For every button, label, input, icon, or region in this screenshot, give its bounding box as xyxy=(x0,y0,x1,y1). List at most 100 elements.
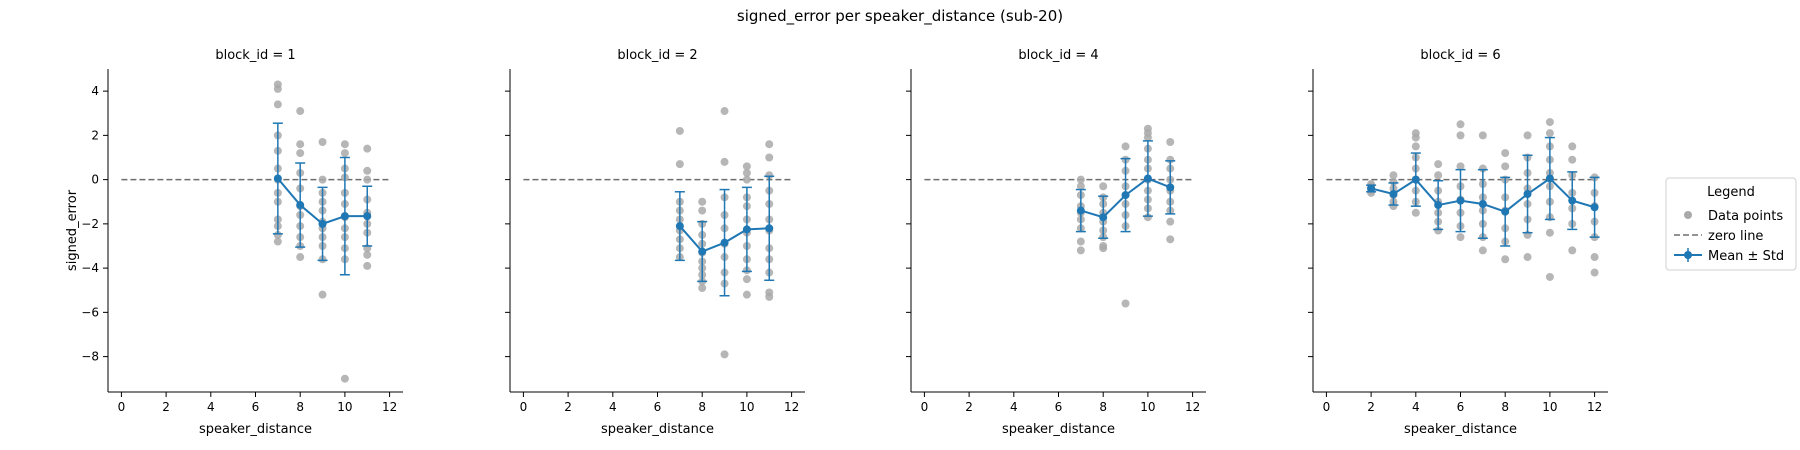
data-point xyxy=(698,284,707,293)
mean-marker xyxy=(318,219,327,228)
mean-marker xyxy=(1367,184,1376,193)
data-point xyxy=(720,157,729,166)
mean-marker xyxy=(1099,213,1108,222)
data-point xyxy=(1121,299,1130,308)
x-tick-label: 6 xyxy=(1457,400,1465,414)
y-tick-label: −2 xyxy=(81,217,99,231)
x-tick-label: 8 xyxy=(1099,400,1107,414)
data-point xyxy=(1434,226,1443,235)
x-axis-label: speaker_distance xyxy=(1404,422,1517,437)
mean-marker xyxy=(340,212,349,221)
y-tick-label: −6 xyxy=(81,305,99,319)
mean-marker xyxy=(1166,183,1175,192)
data-point xyxy=(1099,182,1108,191)
mean-marker xyxy=(1389,189,1398,198)
data-point xyxy=(1545,228,1554,237)
data-point xyxy=(296,107,305,116)
data-point xyxy=(1389,202,1398,211)
data-point xyxy=(1166,138,1175,147)
data-point xyxy=(273,237,282,246)
data-point xyxy=(1143,133,1152,142)
mean-marker xyxy=(742,225,751,234)
data-point xyxy=(1478,131,1487,140)
data-point xyxy=(765,140,774,149)
data-point xyxy=(340,149,349,158)
y-tick-label: −8 xyxy=(81,350,99,364)
panel-title: block_id = 1 xyxy=(215,48,295,63)
x-tick-label: 10 xyxy=(1542,400,1557,414)
x-tick-label: 6 xyxy=(1055,400,1063,414)
mean-marker xyxy=(675,222,684,231)
panel-1: block_id = 1 0 2 4 6 8 10 12 4 2 0 −2 −4 −6 −8 speaker_… xyxy=(65,48,403,437)
x-tick-label: 0 xyxy=(118,400,126,414)
data-point xyxy=(318,290,327,299)
x-tick-label: 4 xyxy=(609,400,617,414)
data-point xyxy=(1545,118,1554,127)
y-axis-label: signed_error xyxy=(65,189,80,271)
x-tick-label: 6 xyxy=(252,400,260,414)
data-point xyxy=(1411,142,1420,151)
data-point xyxy=(1143,213,1152,222)
data-point xyxy=(1478,246,1487,255)
mean-marker xyxy=(765,224,774,233)
data-point xyxy=(318,138,327,147)
data-point xyxy=(363,261,372,270)
data-point xyxy=(1166,217,1175,226)
data-point xyxy=(363,144,372,153)
x-tick-label: 8 xyxy=(296,400,304,414)
data-point xyxy=(1411,133,1420,142)
data-point xyxy=(1501,149,1510,158)
x-tick-label: 4 xyxy=(207,400,215,414)
mean-marker xyxy=(698,247,707,256)
figure-title: signed_error per speaker_distance (sub-2… xyxy=(737,7,1063,26)
data-point xyxy=(273,100,282,109)
panel-2: block_id = 2 0 2 4 6 8 10 12 speaker_distance xyxy=(505,48,805,437)
x-tick-label: 4 xyxy=(1010,400,1018,414)
mean-marker xyxy=(1568,196,1577,205)
data-point xyxy=(1568,246,1577,255)
data-point xyxy=(1568,142,1577,151)
data-point xyxy=(765,171,774,180)
panel-title: block_id = 2 xyxy=(617,48,697,63)
x-tick-label: 10 xyxy=(739,400,754,414)
x-tick-label: 2 xyxy=(162,400,170,414)
data-point xyxy=(675,126,684,135)
data-point xyxy=(273,230,282,239)
x-tick-label: 12 xyxy=(1185,400,1200,414)
x-tick-label: 2 xyxy=(965,400,973,414)
data-point xyxy=(675,160,684,169)
data-point xyxy=(1501,162,1510,171)
x-tick-label: 12 xyxy=(382,400,397,414)
legend: Legend Data points zero line Mean ± Std xyxy=(1665,177,1797,271)
data-point xyxy=(1568,155,1577,164)
x-tick-label: 2 xyxy=(564,400,572,414)
mean-marker xyxy=(1501,207,1510,216)
data-point xyxy=(363,175,372,184)
data-point xyxy=(1076,237,1085,246)
x-tick-label: 0 xyxy=(1323,400,1331,414)
data-point xyxy=(1099,244,1108,253)
panel-4: block_id = 6 0 2 4 6 8 10 12 speaker_distance xyxy=(1308,48,1608,437)
data-point xyxy=(273,84,282,93)
x-tick-label: 2 xyxy=(1367,400,1375,414)
data-point xyxy=(1411,208,1420,217)
data-point xyxy=(698,197,707,206)
data-point xyxy=(1456,233,1465,242)
data-point xyxy=(1456,120,1465,129)
data-point xyxy=(1434,171,1443,180)
x-tick-label: 12 xyxy=(1587,400,1602,414)
y-tick-label: −4 xyxy=(81,261,99,275)
y-tick-label: 0 xyxy=(91,173,99,187)
data-point xyxy=(742,168,751,177)
x-axis-label: speaker_distance xyxy=(1002,422,1115,437)
data-point xyxy=(318,175,327,184)
mean-marker xyxy=(1478,199,1487,208)
data-point xyxy=(1545,129,1554,138)
data-point xyxy=(1523,131,1532,140)
data-point xyxy=(1076,175,1085,184)
data-point xyxy=(1478,164,1487,173)
panel-3: block_id = 4 0 2 4 6 8 10 12 speaker_distance xyxy=(906,48,1206,437)
data-point xyxy=(1545,272,1554,281)
data-point xyxy=(1121,142,1130,151)
